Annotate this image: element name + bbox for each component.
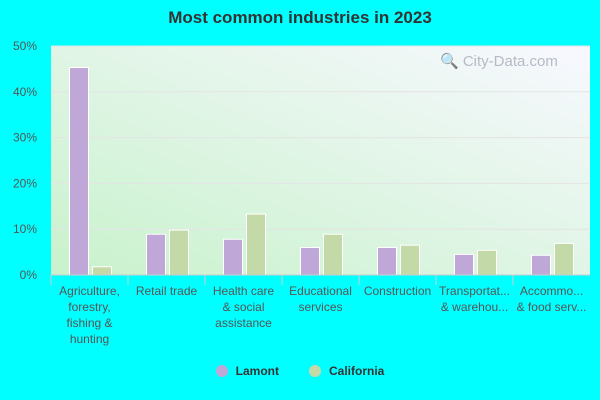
bar-california — [554, 242, 574, 276]
chart-title: Most common industries in 2023 — [168, 8, 432, 27]
bar-lamont — [146, 233, 166, 276]
y-tick-label: 10% — [13, 222, 37, 236]
legend: Lamont California — [0, 364, 600, 378]
legend-item-california: California — [309, 364, 384, 378]
watermark-logo: 🔍 City-Data.com — [440, 53, 558, 70]
bar-california — [323, 233, 343, 276]
legend-label: California — [329, 364, 385, 378]
bar-california — [169, 229, 189, 276]
bar-california — [477, 249, 497, 276]
y-tick-label: 50% — [13, 39, 37, 53]
bar-lamont — [300, 247, 320, 276]
y-tick-label: 40% — [13, 85, 37, 99]
x-tick-label: & warehou... — [441, 300, 508, 314]
legend-swatch — [215, 365, 228, 377]
x-tick-label: forestry, — [68, 300, 110, 314]
plot-area — [51, 46, 590, 275]
legend-swatch — [309, 365, 321, 377]
legend-label: Lamont — [235, 364, 279, 378]
x-tick-label: Transportat... — [439, 284, 510, 298]
bar-california — [92, 266, 112, 276]
bar-lamont — [531, 254, 551, 276]
x-tick-label: Health care — [213, 284, 275, 298]
y-tick-label: 30% — [13, 131, 37, 145]
x-tick-label: services — [298, 300, 342, 314]
x-tick-label: fishing & — [66, 316, 112, 330]
bar-lamont — [223, 238, 243, 276]
x-tick-label: Educational — [289, 284, 352, 298]
bar-lamont — [454, 253, 474, 276]
x-tick-label: & food serv... — [517, 300, 587, 314]
x-tick-label: & social — [222, 300, 264, 314]
bar-california — [246, 213, 266, 276]
x-tick-label: Retail trade — [136, 284, 198, 298]
y-tick-label: 0% — [20, 268, 38, 282]
x-tick-label: Construction — [364, 284, 431, 298]
x-tick-label: hunting — [70, 332, 109, 346]
x-tick-label: assistance — [215, 316, 272, 330]
x-tick-label: Agriculture, — [59, 284, 120, 298]
bar-lamont — [69, 67, 89, 276]
legend-item-lamont: Lamont — [215, 364, 279, 378]
bar-california — [400, 244, 420, 276]
y-tick-label: 20% — [13, 176, 37, 190]
x-tick-label: Accommo... — [520, 284, 583, 298]
bar-lamont — [377, 247, 397, 276]
